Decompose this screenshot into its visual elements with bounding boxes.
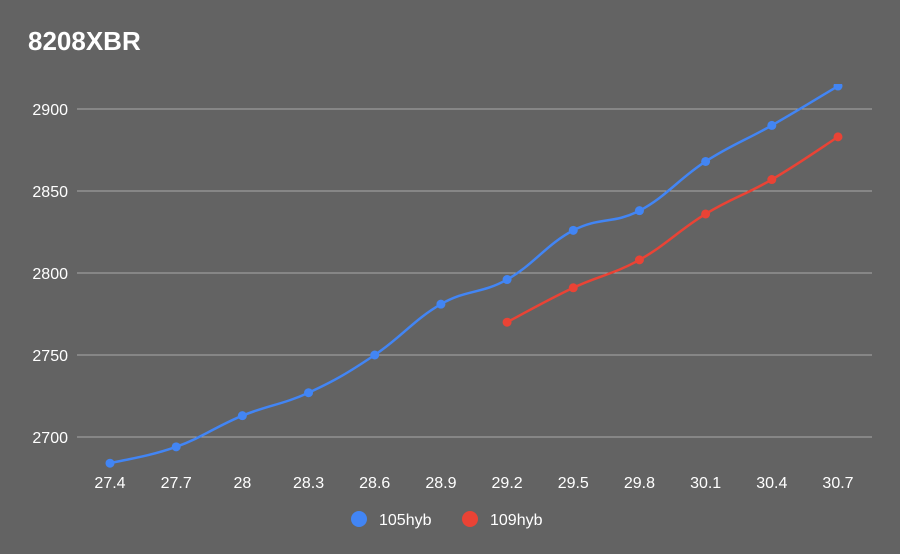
data-point-105hyb (568, 225, 578, 235)
chart-title: 8208XBR (28, 26, 141, 56)
data-point-105hyb (833, 84, 843, 91)
y-tick-label: 2900 (32, 102, 68, 119)
x-tick-label: 30.1 (690, 475, 721, 492)
data-point-105hyb (171, 442, 181, 452)
legend-marker-105hyb (351, 511, 367, 527)
gridlines (77, 108, 872, 438)
x-tick-label: 27.4 (94, 475, 125, 492)
x-tick-label: 28.3 (293, 475, 324, 492)
data-point-105hyb (436, 299, 446, 309)
x-axis-ticks: 27.4 27.7 28 28.3 28.6 28.9 29.2 29.5 29.8 30.1 30… (94, 475, 853, 492)
x-tick-label: 30.7 (822, 475, 853, 492)
x-tick-label: 29.8 (624, 475, 655, 492)
legend: 105hyb 109hyb (351, 511, 543, 529)
x-tick-label: 29.2 (492, 475, 523, 492)
y-tick-label: 2700 (32, 430, 68, 447)
series-line-109hyb (506, 135, 839, 324)
data-point-105hyb (370, 350, 380, 360)
data-point-109hyb (502, 317, 512, 327)
y-tick-label: 2750 (32, 348, 68, 365)
data-point-105hyb (304, 388, 314, 398)
data-point-109hyb (634, 255, 644, 265)
series-group (105, 84, 843, 468)
data-point-109hyb (767, 175, 777, 185)
data-point-105hyb (502, 275, 512, 285)
data-point-105hyb (237, 411, 247, 421)
y-tick-label: 2850 (32, 184, 68, 201)
x-tick-label: 28.6 (359, 475, 390, 492)
data-point-105hyb (634, 206, 644, 216)
y-axis-ticks: 2700 2750 2800 2850 2900 (32, 102, 68, 447)
y-tick-label: 2800 (32, 266, 68, 283)
data-point-105hyb (105, 458, 115, 468)
data-point-109hyb (701, 209, 711, 219)
data-point-105hyb (767, 120, 777, 130)
data-point-109hyb (833, 132, 843, 142)
data-point-105hyb (701, 156, 711, 166)
x-tick-label: 28 (233, 475, 251, 492)
series-line-105hyb (109, 84, 839, 465)
legend-label-109hyb: 109hyb (490, 512, 543, 529)
x-tick-label: 29.5 (558, 475, 589, 492)
x-tick-label: 30.4 (756, 475, 787, 492)
legend-label-105hyb: 105hyb (379, 512, 432, 529)
legend-marker-109hyb (462, 511, 478, 527)
x-tick-label: 28.9 (425, 475, 456, 492)
x-tick-label: 27.7 (161, 475, 192, 492)
data-point-109hyb (568, 283, 578, 293)
